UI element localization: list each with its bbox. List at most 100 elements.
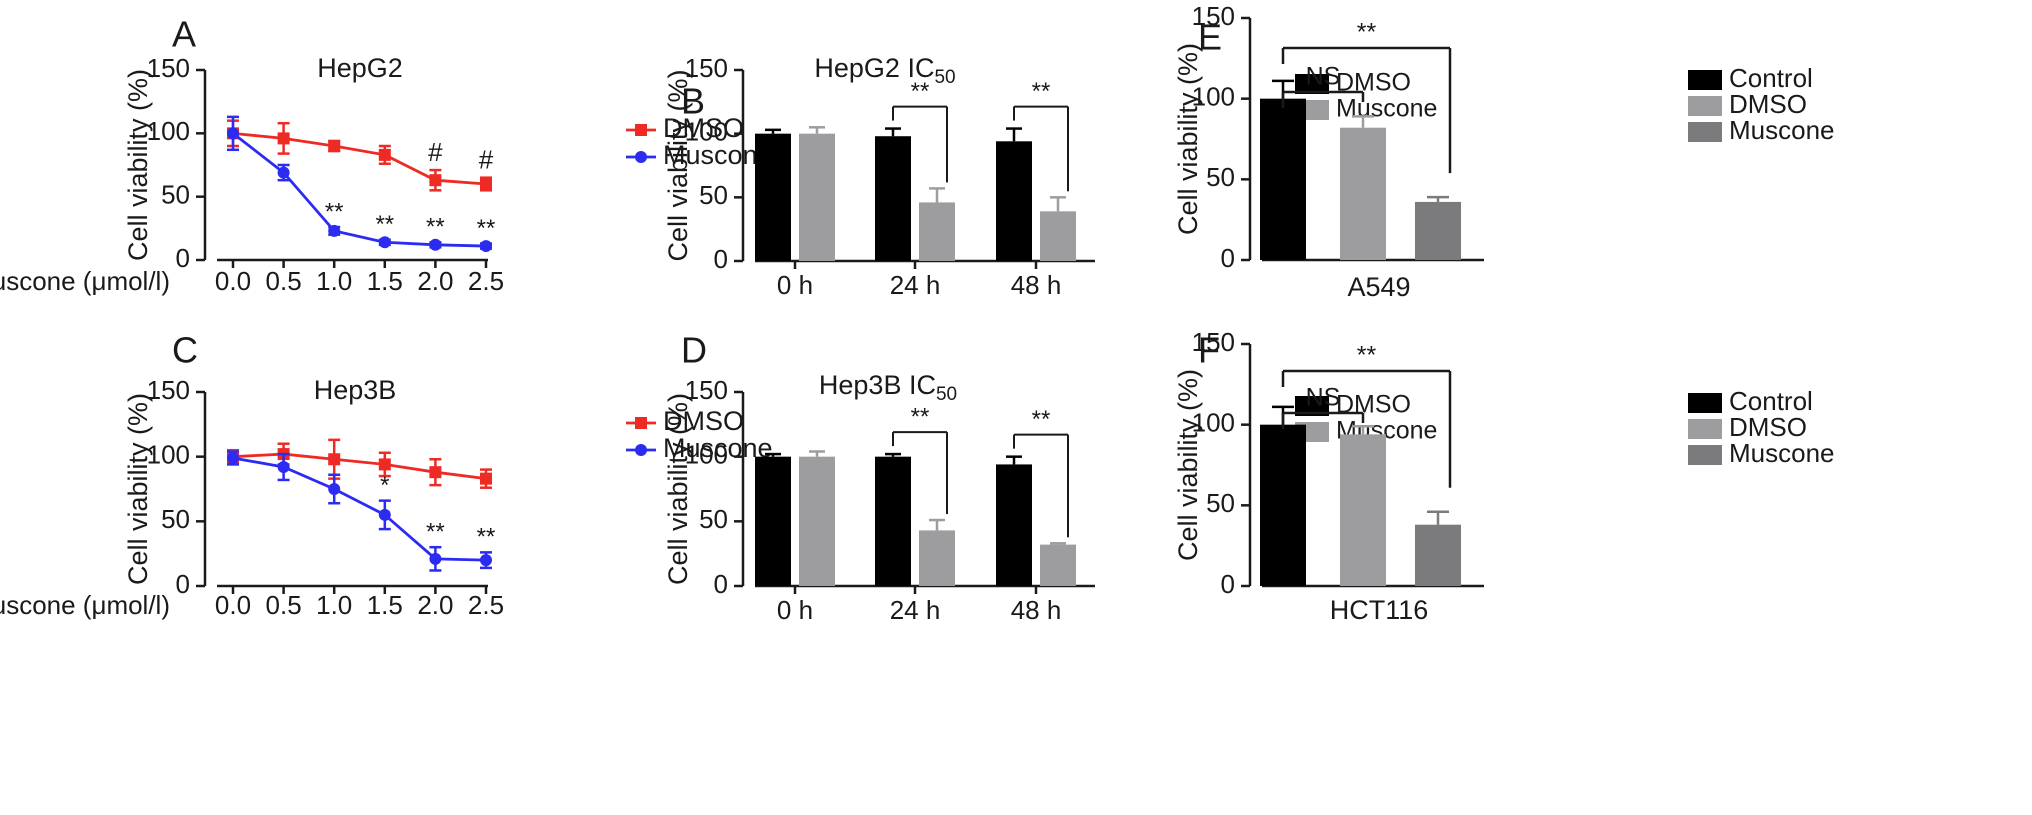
- legend-swatch: [1688, 70, 1722, 90]
- legend-swatch: [1688, 445, 1722, 465]
- significance-bracket: **: [1013, 78, 1069, 192]
- y-tick-label: 50: [161, 504, 190, 534]
- x-axis-label: Muscone (μmol/l): [0, 266, 170, 296]
- bar-control: [1260, 98, 1306, 261]
- legend-label: DMSO: [1336, 391, 1411, 419]
- legend-label: Muscone: [1336, 95, 1437, 123]
- bar-dmso: [875, 136, 911, 261]
- significance-label: **: [911, 78, 930, 105]
- significance-bracket: **: [1281, 19, 1452, 174]
- panel-f: F 0 50 100 150 Cell viability (%) HCT116 NS ** Co…: [1173, 327, 1834, 625]
- x-tick-label: 2.5: [468, 590, 504, 620]
- chart-title: Hep3B: [314, 375, 397, 405]
- data-point: [277, 461, 290, 474]
- y-tick-label: 50: [699, 504, 728, 534]
- y-tick-label: 0: [1221, 569, 1235, 599]
- y-tick-label: 50: [699, 180, 728, 210]
- legend-label: DMSO: [1729, 89, 1807, 119]
- x-tick-label: 0.0: [215, 590, 251, 620]
- bar-muscone: [919, 202, 955, 261]
- legend-swatch: [1688, 393, 1722, 413]
- y-tick-label: 50: [1206, 162, 1235, 192]
- series-muscone: *** **: [227, 450, 496, 572]
- legend-marker: [635, 151, 647, 163]
- series-line: [232, 131, 487, 186]
- significance-label: **: [1357, 342, 1377, 370]
- data-point: [227, 127, 239, 140]
- error-bar: [809, 450, 825, 457]
- significance-label: **: [426, 519, 445, 546]
- legend-label: DMSO: [663, 113, 744, 143]
- bar-muscone: [1040, 544, 1076, 586]
- x-tick-label: 1.5: [367, 266, 403, 296]
- y-tick-label: 150: [147, 53, 190, 83]
- data-point: [378, 148, 391, 161]
- legend-swatch: [1295, 396, 1329, 416]
- bar-control: [1260, 424, 1306, 586]
- error-bar: [885, 127, 901, 137]
- x-tick-label: 0 h: [777, 595, 813, 625]
- chart-title-subscript: 50: [934, 67, 955, 88]
- series-line: [232, 452, 487, 481]
- y-tick-label: 100: [685, 440, 728, 470]
- y-tick-label: 100: [147, 440, 190, 470]
- significance-label: **: [1032, 406, 1051, 433]
- significance-label: **: [911, 403, 930, 430]
- y-tick-label: 100: [685, 117, 728, 147]
- error-bar: [1050, 542, 1066, 545]
- y-tick-label: 50: [1206, 488, 1235, 518]
- data-point: [378, 508, 391, 521]
- error-bar: [929, 518, 945, 531]
- legend-marker: [635, 417, 647, 429]
- bar-dmso: [1340, 434, 1386, 586]
- y-tick-label: 0: [176, 569, 190, 599]
- data-point: [429, 174, 442, 187]
- bar-muscone: [799, 456, 835, 586]
- x-tick-label: 2.5: [468, 266, 504, 296]
- data-point: [277, 132, 290, 145]
- x-tick-label: 1.0: [316, 590, 352, 620]
- bar-muscone: [1415, 524, 1461, 586]
- significance-label: **: [426, 214, 445, 241]
- bar-dmso: [875, 456, 911, 586]
- series-muscone: ** ** ** **: [227, 115, 495, 253]
- error-bar: [885, 452, 901, 457]
- significance-label: #: [428, 137, 443, 167]
- error-bar: [765, 128, 781, 134]
- x-tick-label: 2.0: [417, 590, 453, 620]
- y-tick-label: 100: [1192, 82, 1235, 112]
- chart-title-subscript: 50: [936, 384, 957, 405]
- data-point: [378, 458, 391, 471]
- y-axis-label: Cell viability (%): [663, 69, 693, 261]
- panel-letter: D: [681, 330, 707, 371]
- bar-muscone: [919, 530, 955, 586]
- x-axis-label: HCT116: [1330, 595, 1429, 625]
- data-point: [227, 451, 239, 464]
- chart-title-main: Hep3B IC: [819, 370, 936, 400]
- y-axis-label: Cell viability (%): [663, 393, 693, 585]
- significance-label: *: [380, 472, 389, 499]
- panel-e: E 0 50 100 150 Cell viability (%) A549 NS ** Cont…: [1173, 1, 1834, 302]
- error-bar: [1427, 510, 1449, 525]
- chart-title: Hep3B IC50: [819, 370, 957, 405]
- error-bar: [929, 187, 945, 203]
- bar-muscone: [1040, 211, 1076, 261]
- legend-marker: [635, 444, 647, 456]
- legend-label: Muscone: [1729, 115, 1835, 145]
- x-tick-label: 1.0: [316, 266, 352, 296]
- y-tick-label: 50: [161, 180, 190, 210]
- x-tick-label: 0.5: [266, 266, 302, 296]
- legend-label: Control: [1729, 386, 1813, 416]
- legend-label: Muscone: [663, 433, 773, 463]
- y-tick-label: 0: [714, 569, 728, 599]
- x-tick-label: 48 h: [1011, 595, 1062, 625]
- error-bar: [809, 126, 825, 134]
- significance-label: **: [477, 524, 496, 551]
- error-bar: [1006, 455, 1022, 465]
- error-bar: [765, 452, 781, 457]
